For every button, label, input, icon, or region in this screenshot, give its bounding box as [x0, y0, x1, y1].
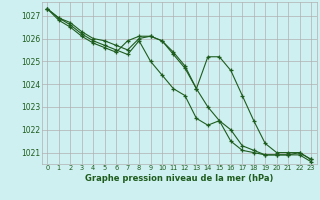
X-axis label: Graphe pression niveau de la mer (hPa): Graphe pression niveau de la mer (hPa)	[85, 174, 273, 183]
